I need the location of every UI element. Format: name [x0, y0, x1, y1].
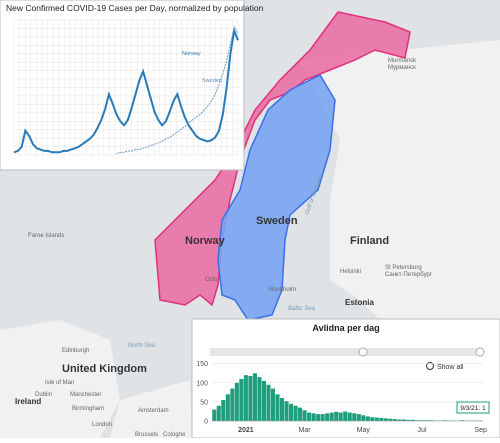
city-label: Мурманск — [388, 65, 416, 71]
country-label: United Kingdom — [62, 363, 147, 375]
bar — [312, 413, 316, 421]
bar — [388, 419, 392, 421]
bar — [370, 417, 374, 421]
city-label: London — [92, 422, 112, 428]
bar — [226, 394, 230, 421]
city-label: Cologne — [163, 432, 186, 438]
x-tick-label: May — [357, 427, 371, 434]
bar — [271, 389, 275, 421]
city-label: Manchester — [70, 392, 101, 398]
bar — [325, 413, 329, 421]
bar — [298, 408, 302, 421]
range-slider[interactable] — [210, 348, 483, 356]
city-label: Oslo — [205, 277, 218, 283]
bar — [266, 385, 270, 421]
city-label: Helsinki — [340, 269, 361, 275]
bar — [217, 406, 221, 421]
bar — [303, 410, 307, 421]
bar — [361, 415, 365, 421]
slider-handle[interactable] — [476, 348, 484, 356]
sea-label: Baltic Sea — [288, 306, 316, 312]
x-tick-label: 2021 — [238, 427, 254, 434]
y-tick-label: 150 — [196, 361, 208, 368]
bar — [321, 414, 325, 421]
show-all-button[interactable]: Show all — [437, 364, 464, 371]
bar — [289, 404, 293, 421]
city-label: Dublin — [35, 392, 52, 398]
country-label: Sweden — [256, 215, 298, 227]
bar — [384, 418, 388, 421]
bar — [379, 418, 383, 421]
tooltip: 9/3/21: 1 — [460, 405, 486, 412]
city-label: Isle of Man — [45, 380, 74, 386]
bar — [334, 412, 338, 421]
bar — [262, 381, 266, 421]
bar — [294, 406, 298, 421]
city-label: Amsterdam — [138, 408, 169, 414]
city-label: Murmansk — [388, 58, 417, 64]
sea-label: North Sea — [128, 343, 156, 349]
x-tick-label: Mar — [299, 427, 312, 434]
bar — [239, 379, 243, 421]
bar — [343, 411, 347, 421]
chart-title: Avlidna per dag — [312, 323, 379, 333]
bar — [375, 418, 379, 421]
bar — [253, 373, 257, 421]
covid-chart-panel: New Confirmed COVID-19 Cases per Day, no… — [0, 0, 264, 170]
country-label: Ireland — [15, 397, 41, 406]
country-label: Norway — [185, 235, 226, 247]
bar — [330, 413, 334, 421]
bar — [235, 383, 239, 421]
bar — [275, 394, 279, 421]
city-label: St Petersburg — [385, 265, 422, 271]
bar — [221, 400, 225, 421]
x-tick-label: Jul — [418, 427, 427, 434]
bar — [244, 375, 248, 421]
x-tick-label: Sep — [475, 427, 488, 434]
chart-title: New Confirmed COVID-19 Cases per Day, no… — [6, 3, 264, 13]
bar — [352, 413, 356, 421]
series-label: Norway — [182, 51, 201, 57]
bar — [284, 401, 288, 421]
bar — [366, 416, 370, 421]
country-label: Estonia — [345, 298, 374, 307]
city-label: Birmingham — [72, 406, 104, 412]
bar — [212, 410, 216, 421]
city-label: Санкт-Петербург — [385, 272, 433, 278]
bar — [280, 398, 284, 421]
y-tick-label: 50 — [200, 399, 208, 406]
y-tick-label: 100 — [196, 380, 208, 387]
bar — [357, 414, 361, 421]
country-label: Finland — [350, 235, 389, 247]
island-label: Faroe Islands — [28, 233, 64, 239]
city-label: Stockholm — [268, 287, 296, 293]
city-label: Edinburgh — [62, 348, 89, 354]
bar — [348, 413, 352, 421]
bar — [248, 376, 252, 421]
bar — [307, 413, 311, 421]
city-label: Brussels — [135, 432, 158, 438]
land-uk — [0, 320, 120, 438]
bar — [316, 414, 320, 421]
bar — [339, 413, 343, 421]
series-label: Sweden — [202, 78, 222, 84]
y-tick-label: 0 — [204, 419, 208, 426]
bar — [230, 389, 234, 421]
deaths-chart-panel: Avlidna per dag Show all 0 50 100 150 2021 Ma… — [192, 319, 500, 438]
bar — [257, 377, 261, 421]
slider-handle[interactable] — [359, 348, 367, 356]
